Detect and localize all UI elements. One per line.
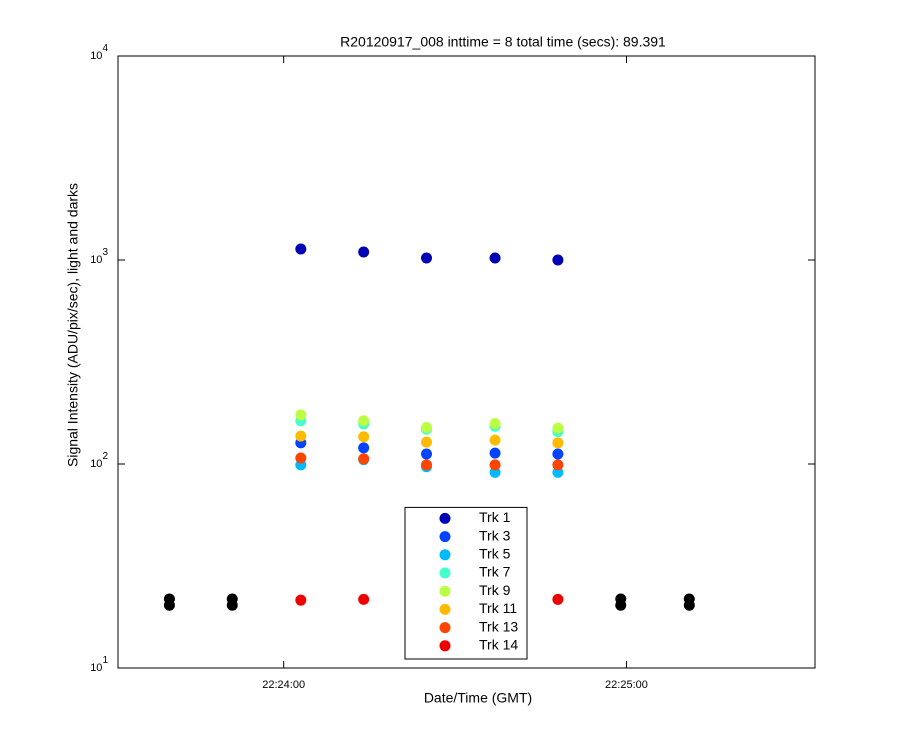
point [421,436,433,448]
point [421,252,433,264]
y-tick-exp: 1 [102,655,108,666]
point [552,422,564,434]
point [358,431,370,443]
point [295,594,307,606]
y-tick-label: 104 [90,43,108,62]
point [489,459,501,471]
point [489,447,501,459]
legend-marker [439,585,451,597]
y-tick-base: 10 [90,254,102,266]
point [421,421,433,433]
plot-frame [117,55,816,669]
y-axis-label: Signal Intensity (ADU/pix/sec), light an… [65,183,81,467]
x-tick-label: 22:25:00 [605,679,648,691]
point [295,430,307,442]
legend-marker [439,640,451,652]
legend-label: Trk 14 [479,637,518,653]
y-tick-label: 103 [90,247,108,266]
point [489,417,501,429]
legend-marker [439,567,451,579]
point [358,442,370,454]
point [683,599,695,611]
y-tick-base: 10 [90,50,102,62]
point [358,453,370,465]
y-tick-base: 10 [90,458,102,470]
y-tick-exp: 2 [102,451,108,462]
y-tick-exp: 4 [102,43,108,54]
point [615,599,627,611]
point [295,452,307,464]
legend-label: Trk 13 [479,618,518,634]
legend-label: Trk 7 [479,564,511,580]
y-tick-exp: 3 [102,247,108,258]
point [552,254,564,266]
point [358,593,370,605]
legend-label: Trk 9 [479,582,511,598]
point [552,437,564,449]
chart-title: R20120917_008 inttime = 8 total time (se… [340,34,666,50]
legend-marker [439,549,451,561]
point [358,415,370,427]
point [226,599,238,611]
legend-marker [439,622,451,634]
point [552,459,564,471]
point [295,409,307,421]
legend-marker [439,512,451,524]
point [163,599,175,611]
legend-label: Trk 1 [479,509,511,525]
point [489,434,501,446]
point [552,448,564,460]
x-tick-label: 22:24:00 [262,679,305,691]
point [552,593,564,605]
legend-label: Trk 5 [479,546,511,562]
y-tick-base: 10 [90,662,102,674]
y-tick-label: 102 [90,451,108,470]
point [358,246,370,258]
point [421,448,433,460]
legend-marker [439,603,451,615]
point [421,459,433,471]
legend-box [404,506,528,660]
y-tick-label: 101 [90,655,108,674]
x-axis-label: Date/Time (GMT) [424,690,532,706]
point [295,243,307,255]
legend-marker [439,531,451,543]
legend-label: Trk 3 [479,527,511,543]
point [489,252,501,264]
legend-label: Trk 11 [479,600,517,616]
